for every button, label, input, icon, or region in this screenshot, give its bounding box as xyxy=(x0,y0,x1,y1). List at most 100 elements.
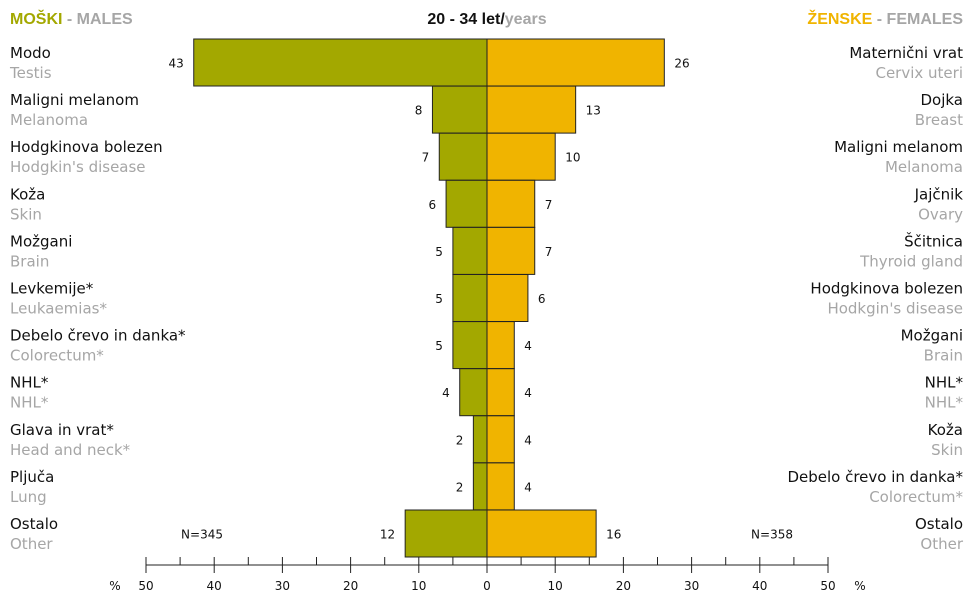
value-label-female-8: 4 xyxy=(524,433,532,447)
bar-male-5 xyxy=(452,274,488,322)
n-label-females: N=358 xyxy=(751,528,793,542)
x-tick-label-2: 30 xyxy=(275,579,290,593)
category-label-female-en-8: Skin xyxy=(931,441,963,459)
category-label-male-en-8: Head and neck* xyxy=(10,441,131,459)
x-unit-label-left: % xyxy=(109,579,120,593)
x-tick-label-5: 0 xyxy=(483,579,491,593)
category-label-female-en-7: NHL* xyxy=(925,394,964,412)
header-males-si: MOŠKI xyxy=(10,9,62,28)
value-label-female-9: 4 xyxy=(524,480,532,494)
category-label-female-si-6: Možgani xyxy=(901,327,963,345)
bar-male-6 xyxy=(452,321,488,370)
x-tick-label-3: 20 xyxy=(343,579,358,593)
category-label-female-si-7: NHL* xyxy=(925,374,964,392)
bar-female-7 xyxy=(486,368,515,417)
category-label-female-si-0: Maternični vrat xyxy=(849,44,963,62)
category-label-female-en-1: Breast xyxy=(915,111,963,129)
bar-female-3 xyxy=(486,179,536,228)
bar-male-0 xyxy=(193,38,488,87)
value-label-male-5: 5 xyxy=(435,292,443,306)
category-label-female-en-9: Colorectum* xyxy=(869,488,963,506)
category-label-male-si-3: Koža xyxy=(10,185,45,203)
bar-female-2 xyxy=(486,132,556,181)
category-label-male-en-10: Other xyxy=(10,535,53,553)
category-label-female-si-5: Hodgkinova bolezen xyxy=(810,280,963,298)
bar-male-3 xyxy=(445,179,488,228)
bar-female-0 xyxy=(486,38,665,87)
category-label-male-en-7: NHL* xyxy=(10,394,49,412)
value-label-female-2: 10 xyxy=(565,151,580,165)
category-label-male-si-7: NHL* xyxy=(10,374,49,392)
bar-female-4 xyxy=(486,226,536,275)
value-label-male-6: 5 xyxy=(435,339,443,353)
bar-male-2 xyxy=(438,132,488,181)
x-tick-label-7: 20 xyxy=(616,579,631,593)
value-label-female-6: 4 xyxy=(524,339,532,353)
category-label-female-en-4: Thyroid gland xyxy=(859,252,963,270)
bar-female-9 xyxy=(486,462,515,511)
x-axis: 50 40 30 20 10 0 10 20 30 40 50%% xyxy=(109,557,866,593)
bar-male-8 xyxy=(472,415,488,464)
bar-male-4 xyxy=(452,226,488,275)
bar-female-1 xyxy=(486,85,577,134)
chart-title-sub: years xyxy=(505,11,547,28)
category-label-male-en-1: Melanoma xyxy=(10,111,88,129)
value-label-male-8: 2 xyxy=(456,433,464,447)
x-tick-label-6: 10 xyxy=(548,579,563,593)
category-label-female-en-0: Cervix uteri xyxy=(875,64,963,82)
category-label-male-si-6: Debelo črevo in danka* xyxy=(10,327,186,345)
value-label-male-2: 7 xyxy=(422,151,430,165)
header-females-si: ŽENSKE xyxy=(807,9,872,28)
bar-male-1 xyxy=(431,85,488,134)
header-females-en: FEMALES xyxy=(887,11,964,28)
category-label-male-si-2: Hodgkinova bolezen xyxy=(10,138,163,156)
bars-group xyxy=(193,38,665,558)
value-label-male-7: 4 xyxy=(442,386,450,400)
value-label-male-10: 12 xyxy=(380,528,395,542)
x-unit-label-right: % xyxy=(854,579,865,593)
value-label-female-0: 26 xyxy=(674,57,689,71)
header-males: MOŠKI - MALES xyxy=(10,9,133,28)
category-label-male-si-9: Pljuča xyxy=(10,468,54,486)
category-label-male-en-4: Brain xyxy=(10,252,49,270)
category-label-female-si-3: Jajčnik xyxy=(914,185,964,203)
value-label-male-9: 2 xyxy=(456,480,464,494)
category-label-male-si-0: Modo xyxy=(10,44,51,62)
category-label-female-si-10: Ostalo xyxy=(915,515,963,533)
value-label-female-3: 7 xyxy=(545,198,553,212)
chart-title: 20 - 34 let/years xyxy=(427,11,546,28)
category-label-male-en-3: Skin xyxy=(10,205,42,223)
category-label-male-si-8: Glava in vrat* xyxy=(10,421,114,439)
category-label-female-si-2: Maligni melanom xyxy=(834,138,963,156)
bar-male-7 xyxy=(459,368,488,417)
header-females-sep: - xyxy=(872,11,886,28)
category-label-female-en-2: Melanoma xyxy=(885,158,963,176)
value-label-female-4: 7 xyxy=(545,245,553,259)
category-label-female-en-6: Brain xyxy=(924,347,963,365)
x-tick-label-1: 40 xyxy=(207,579,222,593)
category-label-male-en-5: Leukaemias* xyxy=(10,300,107,318)
category-label-female-si-9: Debelo črevo in danka* xyxy=(787,468,963,486)
bar-female-8 xyxy=(486,415,515,464)
bar-female-6 xyxy=(486,321,515,370)
category-label-male-si-5: Levkemije* xyxy=(10,280,94,298)
x-tick-label-8: 30 xyxy=(684,579,699,593)
category-label-female-en-10: Other xyxy=(920,535,963,553)
category-label-male-en-2: Hodgkin's disease xyxy=(10,158,146,176)
x-tick-label-0: 50 xyxy=(138,579,153,593)
value-label-female-7: 4 xyxy=(524,386,532,400)
category-label-male-si-4: Možgani xyxy=(10,232,72,250)
header-females: ŽENSKE - FEMALES xyxy=(807,9,963,28)
n-label-males: N=345 xyxy=(181,528,223,542)
value-label-male-4: 5 xyxy=(435,245,443,259)
category-label-male-en-0: Testis xyxy=(9,64,52,82)
category-label-male-si-1: Maligni melanom xyxy=(10,91,139,109)
category-label-female-si-4: Ščitnica xyxy=(904,231,963,250)
value-label-female-10: 16 xyxy=(606,528,621,542)
value-label-female-5: 6 xyxy=(538,292,546,306)
category-label-female-en-3: Ovary xyxy=(918,205,963,223)
bar-female-5 xyxy=(486,274,529,322)
value-label-male-1: 8 xyxy=(415,104,423,118)
